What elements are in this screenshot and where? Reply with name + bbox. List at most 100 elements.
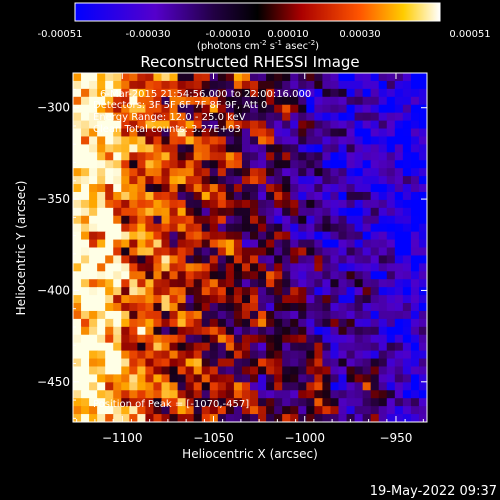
heatmap-cell	[362, 350, 372, 360]
heatmap-cell	[338, 128, 348, 138]
heatmap-cell	[298, 247, 307, 257]
heatmap-cell	[322, 279, 332, 288]
heatmap-cell	[137, 342, 147, 352]
heatmap-cell	[121, 271, 130, 280]
heatmap-cell	[290, 160, 299, 169]
heatmap-cell	[354, 310, 364, 320]
heatmap-cell	[370, 342, 380, 352]
heatmap-cell	[266, 271, 275, 280]
heatmap-cell	[250, 255, 259, 264]
heatmap-cell	[306, 104, 315, 114]
heatmap-cell	[89, 406, 98, 415]
heatmap-cell	[338, 255, 348, 264]
heatmap-cell	[105, 406, 114, 415]
heatmap-cell	[314, 382, 324, 391]
heatmap-cell	[314, 176, 324, 185]
heatmap-cell	[354, 215, 364, 225]
heatmap-cell	[129, 88, 138, 98]
heatmap-cell	[105, 303, 114, 312]
heatmap-cell	[346, 239, 356, 249]
heatmap-cell	[394, 366, 404, 376]
heatmap-cell	[217, 310, 227, 320]
heatmap-cell	[274, 358, 283, 368]
heatmap-cell	[290, 120, 299, 130]
heatmap-cell	[193, 287, 203, 296]
heatmap-cell	[306, 73, 315, 82]
heatmap-cell	[314, 390, 324, 399]
heatmap-cell	[145, 310, 155, 320]
heatmap-cell	[346, 263, 356, 272]
heatmap-cell	[161, 136, 171, 145]
heatmap-cell	[330, 398, 340, 407]
heatmap-cell	[338, 366, 348, 376]
heatmap-cell	[402, 358, 412, 368]
heatmap-cell	[330, 184, 340, 193]
heatmap-cell	[394, 112, 404, 122]
heatmap-cell	[209, 80, 219, 90]
heatmap-cell	[346, 398, 356, 407]
heatmap-cell	[410, 318, 420, 328]
heatmap-cell	[129, 136, 138, 145]
heatmap-cell	[89, 191, 98, 201]
heatmap-cell	[233, 104, 243, 114]
heatmap-cell	[169, 80, 179, 90]
heatmap-cell	[217, 318, 227, 328]
heatmap-cell	[209, 271, 219, 280]
heatmap-cell	[418, 176, 427, 185]
heatmap-cell	[225, 231, 235, 241]
heatmap-cell	[153, 128, 163, 138]
heatmap-cell	[145, 120, 155, 130]
heatmap-cell	[209, 223, 219, 233]
heatmap-cell	[89, 120, 98, 130]
heatmap-cell	[105, 144, 114, 153]
heatmap-cell	[89, 80, 98, 90]
heatmap-cell	[185, 120, 195, 130]
heatmap-cell	[153, 255, 163, 264]
heatmap-cell	[394, 334, 404, 344]
heatmap-cell	[362, 136, 372, 145]
heatmap-cell	[201, 247, 211, 257]
heatmap-cell	[169, 382, 179, 391]
heatmap-cell	[418, 88, 427, 98]
heatmap-cell	[282, 223, 291, 233]
heatmap-cell	[386, 160, 396, 169]
heatmap-cell	[217, 231, 227, 241]
heatmap-cell	[306, 191, 315, 201]
heatmap-cell	[250, 263, 259, 272]
heatmap-cell	[290, 231, 299, 241]
heatmap-cell	[193, 223, 203, 233]
heatmap-cell	[386, 382, 396, 391]
heatmap-cell	[362, 199, 372, 209]
heatmap-cell	[394, 207, 404, 217]
heatmap-cell	[274, 199, 283, 209]
heatmap-cell	[290, 96, 299, 106]
heatmap-cell	[201, 263, 211, 272]
heatmap-cell	[306, 160, 315, 169]
heatmap-cell	[121, 128, 130, 138]
heatmap-cell	[81, 191, 90, 201]
heatmap-cell	[354, 120, 364, 130]
heatmap-cell	[169, 207, 179, 217]
heatmap-cell	[209, 215, 219, 225]
heatmap-cell	[233, 136, 243, 145]
heatmap-cell	[81, 350, 90, 360]
heatmap-cell	[338, 191, 348, 201]
heatmap-cell	[177, 176, 187, 185]
heatmap-cell	[282, 128, 291, 138]
heatmap-cell	[217, 414, 227, 422]
heatmap-cell	[282, 144, 291, 153]
heatmap-cell	[378, 295, 388, 304]
heatmap-cell	[258, 73, 267, 82]
heatmap-cell	[298, 120, 307, 130]
heatmap-cell	[105, 318, 114, 328]
heatmap-cell	[378, 199, 388, 209]
heatmap-cell	[394, 191, 404, 201]
heatmap-cell	[145, 287, 155, 296]
heatmap-cell	[274, 191, 283, 201]
heatmap-cell	[121, 303, 130, 312]
heatmap-cell	[258, 358, 267, 368]
heatmap-cell	[370, 184, 380, 193]
heatmap-cell	[129, 176, 138, 185]
heatmap-cell	[346, 414, 356, 422]
heatmap-cell	[97, 207, 106, 217]
